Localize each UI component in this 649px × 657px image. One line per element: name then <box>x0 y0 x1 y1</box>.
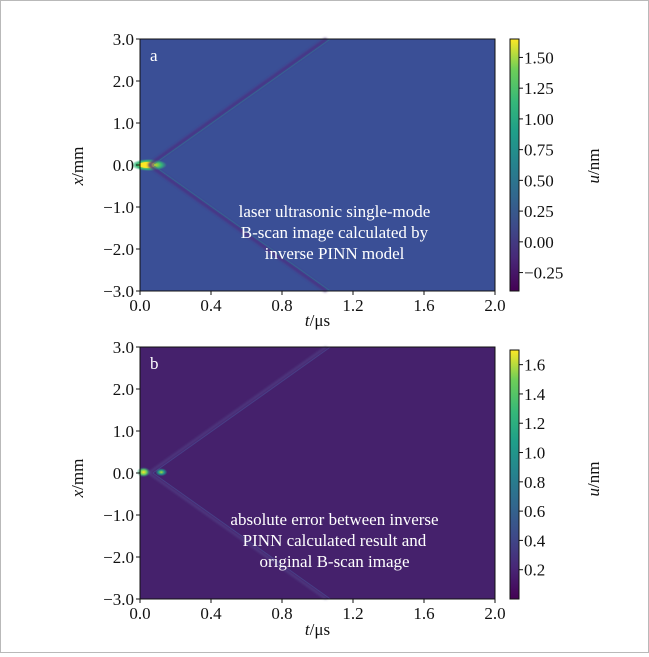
colorbar-tick-label: 1.6 <box>524 356 545 375</box>
colorbar-tick-label: 1.2 <box>524 414 545 433</box>
y-tick-label: −2.0 <box>103 240 134 259</box>
wavefront-echo-line <box>152 346 331 474</box>
y-tick-label: −3.0 <box>103 590 134 609</box>
x-tick-label: 0.8 <box>271 296 292 315</box>
x-tick-label: 0.4 <box>200 604 222 623</box>
annotation-line: PINN calculated result and <box>243 531 427 550</box>
y-tick-label: −3.0 <box>103 282 134 301</box>
colorbar-tick-label: 0.2 <box>524 561 545 580</box>
wavefront-line <box>148 163 328 293</box>
x-tick-label: 1.2 <box>342 604 363 623</box>
y-tick-label: 2.0 <box>113 380 134 399</box>
wavefront-line <box>148 472 327 600</box>
annotation-line: original B-scan image <box>259 552 409 571</box>
y-tick-label: 3.0 <box>113 338 134 357</box>
wavefront-line <box>148 346 327 474</box>
wavefront-echo-line <box>152 38 331 166</box>
x-tick-label: 0.0 <box>129 296 150 315</box>
colorbar <box>509 349 520 600</box>
colorbar-tick-label: 0.75 <box>524 141 554 160</box>
annotation-line: absolute error between inverse <box>230 510 438 529</box>
colorbar-tick-label: 0.00 <box>524 233 554 252</box>
y-tick-label: 0.0 <box>113 156 134 175</box>
y-axis-label: x/mm <box>68 147 87 187</box>
x-tick-label: 1.6 <box>413 296 434 315</box>
colorbar-tick-label: 0.50 <box>524 171 554 190</box>
colorbar <box>509 38 520 292</box>
annotation-line: laser ultrasonic single-mode <box>239 202 431 221</box>
heatmap-background <box>140 39 495 291</box>
panel-label: a <box>150 46 158 65</box>
x-tick-label: 0.0 <box>129 604 150 623</box>
y-tick-label: 1.0 <box>113 422 134 441</box>
x-tick-label: 0.4 <box>200 296 222 315</box>
colorbar-tick-label: 0.8 <box>524 473 545 492</box>
colorbar-tick-label: 1.0 <box>524 444 545 463</box>
wavefront-echo-line <box>152 164 331 292</box>
colorbar-tick-label: 1.50 <box>524 48 554 67</box>
colorbar-tick-label: −0.25 <box>524 264 563 283</box>
x-tick-label: 1.6 <box>413 604 434 623</box>
panel-label: b <box>150 354 159 373</box>
x-axis-label: t/μs <box>305 620 330 639</box>
annotation-line: B-scan image calculated by <box>241 223 429 242</box>
wavefront-echo-line <box>152 472 331 600</box>
colorbar-tick-label: 0.4 <box>524 531 546 550</box>
x-axis-label: t/μs <box>305 311 330 330</box>
x-tick-label: 2.0 <box>484 604 505 623</box>
colorbar-tick-label: 1.4 <box>524 385 546 404</box>
annotation-line: inverse PINN model <box>265 244 405 263</box>
y-tick-label: −2.0 <box>103 548 134 567</box>
heatmap-background <box>140 347 495 599</box>
colorbar-label: u/nm <box>584 462 603 497</box>
colorbar-tick-label: 0.25 <box>524 202 554 221</box>
y-axis-label: x/mm <box>68 459 87 499</box>
error-hotspot <box>136 467 151 478</box>
x-tick-label: 0.8 <box>271 604 292 623</box>
colorbar-tick-label: 1.25 <box>524 79 554 98</box>
y-tick-label: −1.0 <box>103 506 134 525</box>
y-tick-label: 1.0 <box>113 114 134 133</box>
x-tick-label: 1.2 <box>342 296 363 315</box>
colorbar-tick-label: 1.00 <box>524 110 554 129</box>
y-tick-label: 2.0 <box>113 72 134 91</box>
colorbar-label: u/nm <box>584 149 603 184</box>
chart-panel-a: a laser ultrasonic single-mode B-scan imag… <box>68 30 603 330</box>
y-tick-label: 3.0 <box>113 30 134 49</box>
x-tick-label: 2.0 <box>484 296 505 315</box>
error-hotspot <box>155 468 168 477</box>
y-tick-label: 0.0 <box>113 464 134 483</box>
chart-panel-b: b absolute error between inverse PINN calc… <box>68 338 603 639</box>
y-tick-label: −1.0 <box>103 198 134 217</box>
colorbar-tick-label: 0.6 <box>524 502 545 521</box>
wavefront-line <box>148 37 328 167</box>
